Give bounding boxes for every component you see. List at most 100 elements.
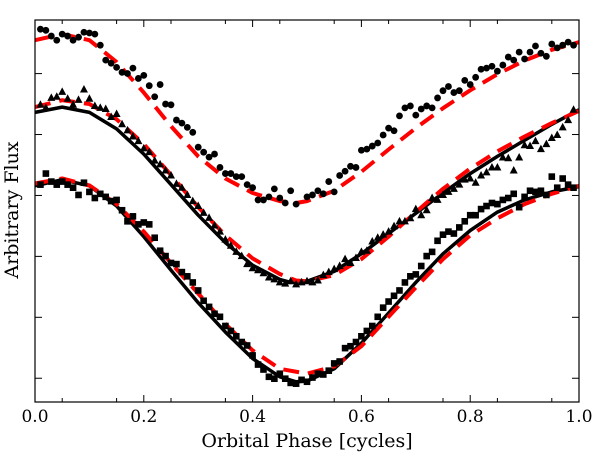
circle-point [265,193,273,201]
triangle-point [264,272,273,281]
circle-point [276,194,284,202]
circle-point [499,61,507,69]
triangle-point [384,227,393,235]
circle-point [303,193,311,201]
square-point [456,224,463,231]
triangle-point [531,136,540,145]
square-point [243,342,251,349]
triangle-point [226,241,235,249]
circle-point [401,104,409,112]
square-point [281,375,289,382]
square-point [450,230,458,237]
square-point [265,373,273,381]
square-point [167,259,175,267]
circle-point [205,153,213,161]
triangle-point [237,251,246,260]
square-point [330,360,338,367]
circle-point [260,196,267,204]
square-point [205,303,213,311]
square-point [48,178,55,185]
circle-point [488,62,496,70]
model-curves [34,32,580,384]
circle-point [417,105,425,113]
circle-point [211,150,218,158]
triangle-point [449,184,458,192]
circle-point [281,199,289,207]
y-axis-title: Arbitrary Flux [1,141,23,279]
square-point [466,211,474,219]
circle-point [412,111,420,119]
circle-point [200,148,208,156]
triangle-point [515,153,524,161]
triangle-point [107,112,116,121]
circle-point [526,48,534,56]
triangle-point [520,140,529,149]
triangle-point [526,141,535,150]
triangle-point [156,159,165,168]
x-tick-label: 0.8 [457,407,484,427]
circle-point [47,32,55,40]
square-point [488,199,496,207]
square-point [184,273,191,280]
circle-point [537,49,545,57]
square-point [53,181,61,188]
square-point [504,194,512,202]
triangle-point [63,94,72,102]
triangle-point [205,213,214,221]
square-point [472,211,479,219]
circle-point [292,200,300,208]
square-point [461,218,469,225]
square-point [358,332,365,340]
circle-point [173,116,180,124]
triangle-point [379,230,388,238]
triangle-point [183,190,192,198]
circle-point [319,190,327,198]
triangle-point [248,263,257,272]
triangle-point [547,133,556,142]
circle-point [363,145,371,153]
circle-point [521,55,528,63]
square-point [309,374,316,381]
square-point [145,221,153,228]
triangle-point [303,276,311,285]
axes [34,19,580,403]
triangle-point [281,279,290,287]
circle-point [564,38,572,46]
triangle-point [433,195,442,203]
triangle-point [319,270,328,279]
circle-point [53,36,61,44]
square-point [352,338,360,346]
square-point [178,268,186,276]
circle-point [423,102,431,110]
square-point [151,234,158,242]
triangle-point [477,170,486,179]
tick-labels: 0.0 0.2 0.4 0.6 0.8 1.0 [21,407,592,427]
triangle-point [330,264,339,273]
circle-point [183,123,191,131]
triangle-point [324,267,333,276]
triangle-point [139,143,148,152]
square-point [91,194,99,202]
square-point [194,287,202,294]
square-point [96,190,104,198]
triangle-point [90,101,99,109]
square-point [292,380,300,387]
circle-point [494,67,501,75]
square-point [140,219,148,226]
circle-point [151,93,159,101]
square-point [483,202,490,210]
triangle-point [558,122,567,131]
square-point [249,352,256,359]
circle-point [390,127,398,135]
circle-point [216,164,224,171]
square-point [341,344,349,352]
square-point [363,327,371,335]
circle-point [461,76,469,84]
triangle-point [308,277,317,286]
triangle-point [101,104,110,113]
triangle-point [422,205,431,214]
circle-point [232,173,240,181]
triangle-point [346,258,355,266]
triangle-point [400,216,409,225]
